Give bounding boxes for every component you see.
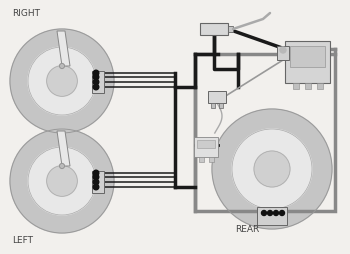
Circle shape	[60, 64, 64, 69]
Circle shape	[267, 211, 273, 216]
Bar	[197, 140, 215, 148]
Bar	[200, 24, 228, 36]
Bar	[92, 171, 104, 193]
Circle shape	[47, 166, 77, 197]
Circle shape	[93, 75, 99, 81]
Text: RIGHT: RIGHT	[12, 9, 40, 18]
Circle shape	[280, 211, 285, 216]
Polygon shape	[57, 132, 70, 166]
Circle shape	[280, 48, 286, 54]
Circle shape	[60, 164, 64, 169]
Circle shape	[47, 67, 77, 97]
Text: LEFT: LEFT	[12, 235, 33, 244]
Circle shape	[10, 30, 114, 133]
Bar	[209, 157, 214, 162]
Bar	[285, 42, 330, 84]
Circle shape	[232, 130, 312, 209]
Bar	[208, 92, 226, 104]
Circle shape	[93, 184, 99, 190]
Circle shape	[212, 109, 332, 229]
Circle shape	[254, 151, 290, 187]
Circle shape	[93, 71, 99, 76]
Bar	[257, 207, 287, 225]
Circle shape	[261, 211, 266, 216]
Bar	[199, 157, 204, 162]
Bar	[195, 55, 335, 211]
Polygon shape	[57, 32, 70, 67]
Bar	[293, 84, 299, 90]
Bar	[305, 84, 311, 90]
Bar	[194, 137, 218, 157]
Text: REAR: REAR	[235, 224, 259, 233]
Circle shape	[93, 180, 99, 185]
Circle shape	[93, 174, 99, 180]
Bar	[317, 84, 323, 90]
Circle shape	[93, 170, 99, 176]
Bar	[92, 72, 104, 94]
Circle shape	[28, 48, 96, 116]
Bar	[219, 104, 223, 108]
Circle shape	[93, 80, 99, 85]
Circle shape	[10, 130, 114, 233]
Circle shape	[28, 147, 96, 215]
Bar	[290, 47, 325, 68]
Circle shape	[93, 85, 99, 90]
Circle shape	[273, 211, 279, 216]
Bar	[277, 47, 289, 61]
Bar	[228, 27, 233, 33]
Bar	[211, 104, 215, 108]
